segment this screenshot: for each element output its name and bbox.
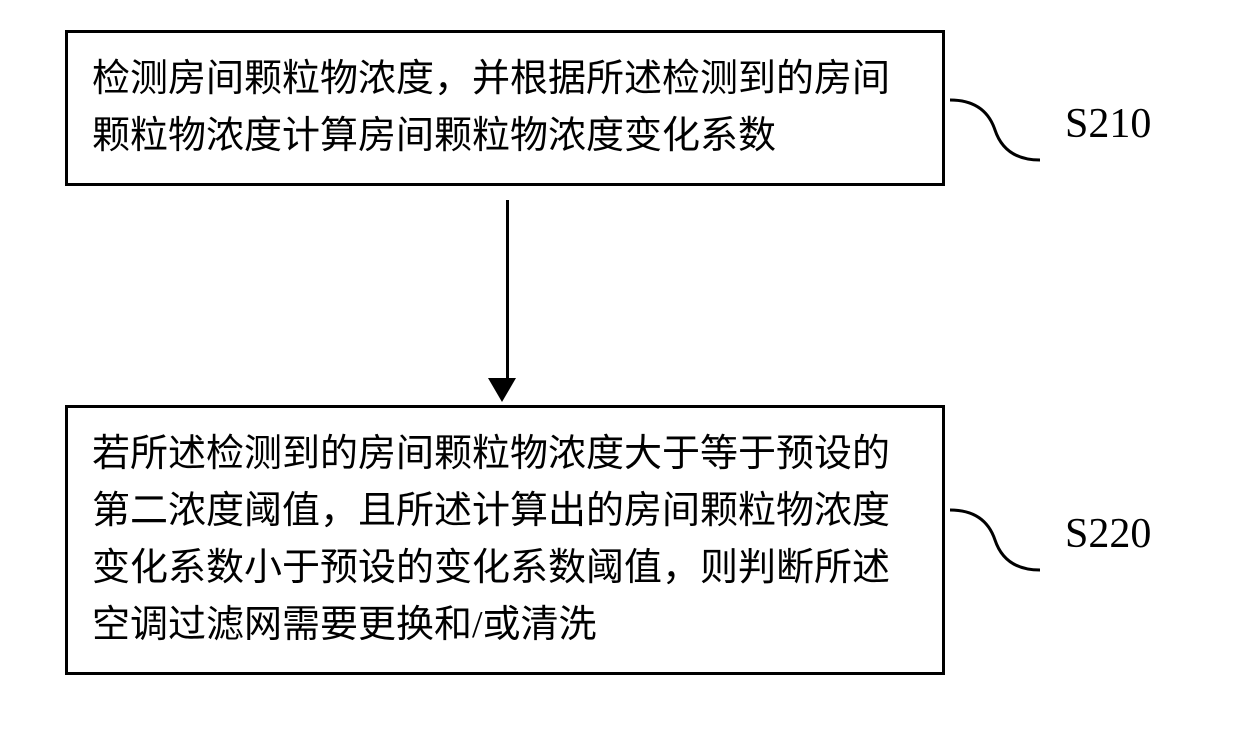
- flowchart-container: 检测房间颗粒物浓度，并根据所述检测到的房间颗粒物浓度计算房间颗粒物浓度变化系数 …: [0, 0, 1240, 750]
- arrow-head-icon: [488, 378, 516, 402]
- arrow-line: [506, 200, 509, 380]
- step-2-text: 若所述检测到的房间颗粒物浓度大于等于预设的第二浓度阈值，且所述计算出的房间颗粒物…: [92, 433, 890, 646]
- flow-arrow: [500, 200, 516, 402]
- connector-2: [945, 500, 1065, 580]
- flowchart-step-2: 若所述检测到的房间颗粒物浓度大于等于预设的第二浓度阈值，且所述计算出的房间颗粒物…: [65, 405, 945, 675]
- step-1-label: S210: [1065, 100, 1151, 148]
- step-1-text: 检测房间颗粒物浓度，并根据所述检测到的房间颗粒物浓度计算房间颗粒物浓度变化系数: [92, 58, 890, 157]
- step-2-label: S220: [1065, 510, 1151, 558]
- connector-1: [945, 90, 1065, 170]
- curve-icon: [945, 500, 1065, 580]
- curve-icon: [945, 90, 1065, 170]
- flowchart-step-1: 检测房间颗粒物浓度，并根据所述检测到的房间颗粒物浓度计算房间颗粒物浓度变化系数: [65, 30, 945, 186]
